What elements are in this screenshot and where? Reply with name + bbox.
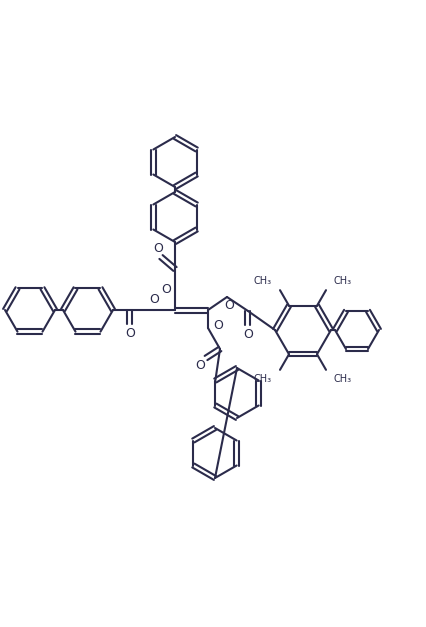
Text: CH₃: CH₃	[333, 276, 351, 286]
Text: CH₃: CH₃	[333, 374, 351, 384]
Text: O: O	[149, 293, 158, 307]
Text: O: O	[213, 320, 222, 332]
Text: O: O	[224, 300, 233, 312]
Text: O: O	[195, 359, 204, 372]
Text: O: O	[125, 327, 135, 340]
Text: O: O	[153, 243, 163, 255]
Text: CH₃: CH₃	[253, 276, 271, 286]
Text: O: O	[242, 329, 252, 342]
Text: O: O	[161, 283, 170, 297]
Text: CH₃: CH₃	[253, 374, 271, 384]
